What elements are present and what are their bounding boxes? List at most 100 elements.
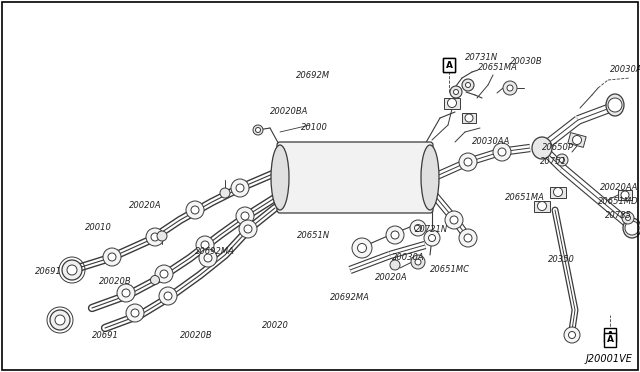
Text: 20350: 20350 bbox=[548, 256, 575, 264]
Circle shape bbox=[556, 154, 568, 166]
Circle shape bbox=[220, 188, 230, 198]
Circle shape bbox=[253, 125, 263, 135]
Circle shape bbox=[146, 228, 164, 246]
Circle shape bbox=[390, 260, 400, 270]
Ellipse shape bbox=[271, 145, 289, 210]
Circle shape bbox=[450, 216, 458, 224]
Text: 20651N: 20651N bbox=[297, 231, 330, 240]
Text: 20020A: 20020A bbox=[375, 273, 408, 282]
Circle shape bbox=[424, 230, 440, 246]
Text: 20020A: 20020A bbox=[129, 201, 162, 209]
Circle shape bbox=[186, 201, 204, 219]
Circle shape bbox=[447, 99, 456, 108]
Text: 20651MD: 20651MD bbox=[598, 198, 639, 206]
Circle shape bbox=[564, 327, 580, 343]
Circle shape bbox=[191, 206, 199, 214]
Circle shape bbox=[150, 276, 159, 285]
Circle shape bbox=[255, 128, 260, 132]
Circle shape bbox=[50, 310, 70, 330]
Circle shape bbox=[239, 220, 257, 238]
Text: 20020AA: 20020AA bbox=[600, 183, 638, 192]
Circle shape bbox=[498, 148, 506, 156]
Circle shape bbox=[155, 265, 173, 283]
Circle shape bbox=[159, 287, 177, 305]
Ellipse shape bbox=[606, 94, 624, 116]
FancyBboxPatch shape bbox=[568, 132, 586, 147]
Circle shape bbox=[244, 225, 252, 233]
Circle shape bbox=[454, 90, 458, 94]
Text: 20651MA: 20651MA bbox=[478, 64, 518, 73]
Text: 20010: 20010 bbox=[85, 224, 112, 232]
Text: A: A bbox=[607, 330, 614, 340]
Text: 20030AA: 20030AA bbox=[472, 138, 510, 147]
Circle shape bbox=[459, 229, 477, 247]
Circle shape bbox=[493, 143, 511, 161]
Text: 20030B: 20030B bbox=[510, 58, 543, 67]
Circle shape bbox=[464, 158, 472, 166]
Circle shape bbox=[459, 153, 477, 171]
Circle shape bbox=[122, 289, 130, 297]
Circle shape bbox=[625, 215, 630, 221]
Text: 20030AB: 20030AB bbox=[610, 65, 640, 74]
Circle shape bbox=[464, 234, 472, 242]
FancyBboxPatch shape bbox=[444, 97, 460, 109]
Ellipse shape bbox=[532, 137, 552, 159]
Circle shape bbox=[199, 249, 217, 267]
FancyBboxPatch shape bbox=[618, 190, 632, 200]
Circle shape bbox=[201, 241, 209, 249]
Text: 20100: 20100 bbox=[301, 124, 328, 132]
Text: 20651MC: 20651MC bbox=[430, 266, 470, 275]
Text: A: A bbox=[445, 61, 452, 70]
Circle shape bbox=[55, 315, 65, 325]
Circle shape bbox=[465, 114, 473, 122]
Circle shape bbox=[445, 211, 463, 229]
Text: 20030A: 20030A bbox=[392, 253, 424, 263]
Circle shape bbox=[196, 236, 214, 254]
Circle shape bbox=[160, 270, 168, 278]
FancyBboxPatch shape bbox=[462, 113, 476, 123]
Text: 20731N: 20731N bbox=[465, 54, 498, 62]
Circle shape bbox=[358, 244, 367, 253]
Circle shape bbox=[391, 231, 399, 239]
Circle shape bbox=[568, 331, 575, 339]
Circle shape bbox=[157, 231, 167, 241]
Text: 20692M: 20692M bbox=[296, 71, 330, 80]
Ellipse shape bbox=[421, 145, 439, 210]
Circle shape bbox=[621, 191, 629, 199]
Circle shape bbox=[352, 238, 372, 258]
Text: 20721N: 20721N bbox=[415, 225, 448, 234]
Circle shape bbox=[204, 254, 212, 262]
Circle shape bbox=[236, 207, 254, 225]
Text: A: A bbox=[607, 336, 614, 344]
Circle shape bbox=[164, 292, 172, 300]
Text: 20692MA: 20692MA bbox=[195, 247, 235, 257]
Text: J20001VE: J20001VE bbox=[585, 354, 632, 364]
Text: 20691: 20691 bbox=[92, 330, 119, 340]
Circle shape bbox=[503, 81, 517, 95]
Circle shape bbox=[117, 284, 135, 302]
Circle shape bbox=[622, 212, 634, 224]
Circle shape bbox=[462, 79, 474, 91]
Circle shape bbox=[507, 85, 513, 91]
FancyBboxPatch shape bbox=[550, 186, 566, 198]
Circle shape bbox=[411, 255, 425, 269]
Circle shape bbox=[625, 221, 639, 235]
Circle shape bbox=[62, 260, 82, 280]
Text: 20751: 20751 bbox=[540, 157, 567, 167]
Text: 20692MA: 20692MA bbox=[330, 294, 370, 302]
Text: A: A bbox=[445, 61, 452, 70]
Text: 20651MA: 20651MA bbox=[505, 193, 545, 202]
Circle shape bbox=[415, 224, 422, 231]
Ellipse shape bbox=[623, 218, 640, 238]
Circle shape bbox=[131, 309, 139, 317]
Text: 20650P: 20650P bbox=[542, 144, 574, 153]
Circle shape bbox=[559, 157, 564, 163]
Circle shape bbox=[386, 226, 404, 244]
Circle shape bbox=[415, 259, 421, 265]
Circle shape bbox=[450, 86, 462, 98]
Circle shape bbox=[108, 253, 116, 261]
Circle shape bbox=[538, 202, 547, 211]
Circle shape bbox=[231, 179, 249, 197]
Text: 20020B: 20020B bbox=[99, 278, 132, 286]
Circle shape bbox=[429, 234, 435, 241]
